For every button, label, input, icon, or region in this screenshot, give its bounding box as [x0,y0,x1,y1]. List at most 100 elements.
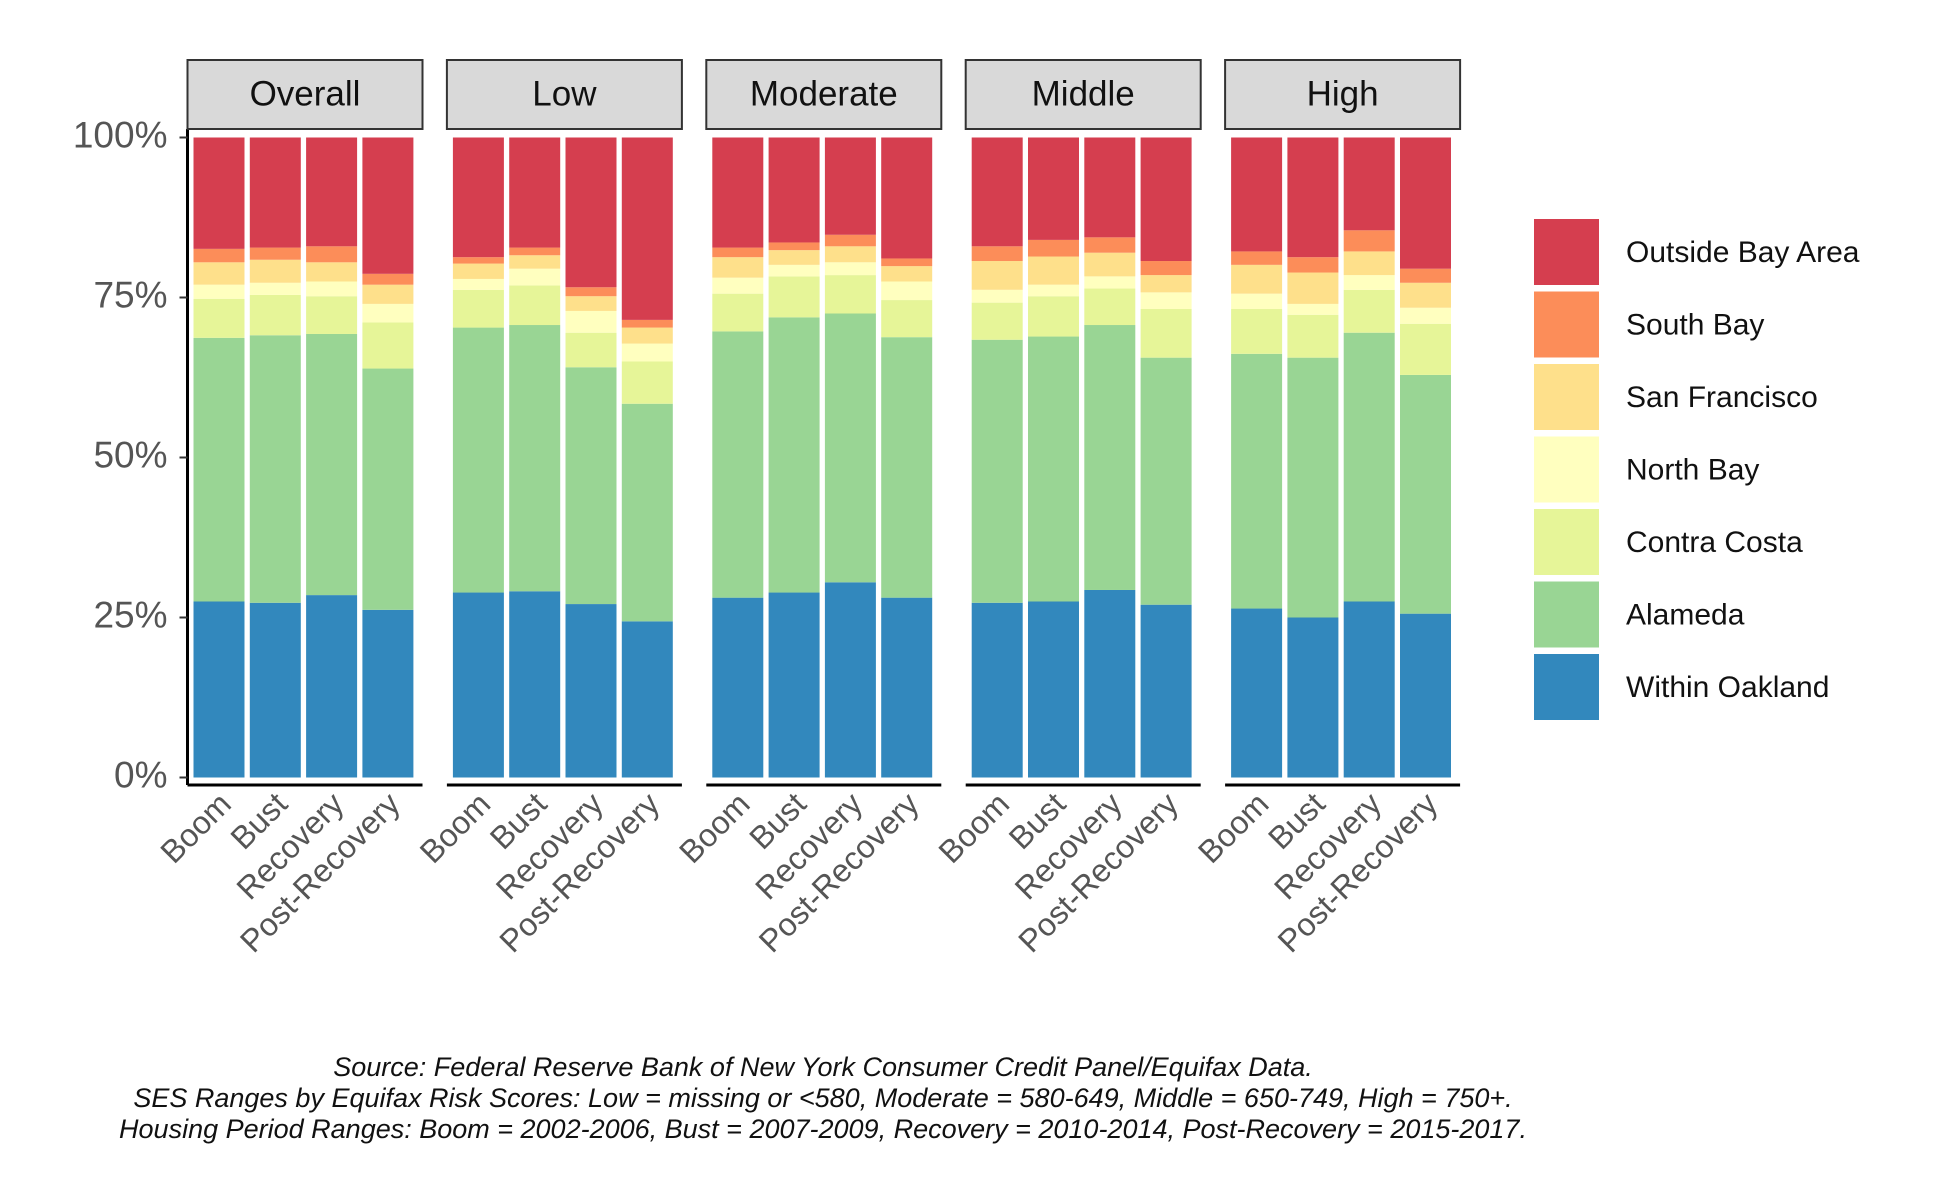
bar-segment [362,322,414,369]
bar-segment [509,285,561,326]
bar-segment [565,332,617,368]
bar-segment [1140,292,1192,310]
bar-segment [971,302,1023,340]
bar-segment [249,335,301,603]
legend-swatch [1534,436,1599,503]
legend-label: Outside Bay Area [1626,236,1860,269]
bar-segment [452,592,504,778]
bar-segment [565,604,617,778]
bar-segment [824,246,876,263]
bar-segment [1140,357,1192,605]
legend-swatch [1534,509,1599,575]
bar-segment [452,257,504,264]
bar-segment [768,264,820,277]
legend-swatch [1534,364,1599,430]
bar-segment [306,246,358,263]
legend-label: North Bay [1626,453,1759,486]
facet-title: Low [532,74,597,113]
bar-segment [1231,137,1283,252]
bar-segment [1028,336,1079,602]
bar-segment [1140,137,1192,262]
bar-segment [824,262,876,276]
note: SES Ranges by Equifax Risk Scores: Low =… [133,1083,1512,1113]
bar-segment [881,300,933,338]
bar-segment [1028,284,1079,297]
bar-segment [712,277,764,294]
bar-segment [621,327,673,344]
bar-segment [1084,137,1136,238]
facet-title: Middle [1032,74,1135,113]
y-tick-label: 50% [93,434,167,475]
legend-swatch [1534,581,1599,648]
legend-swatch [1534,654,1599,720]
bar-segment [1231,608,1283,778]
bar-segment [1400,268,1451,283]
bar-segment [452,278,504,290]
bar-segment [193,298,245,338]
legend-label: South Bay [1626,308,1764,341]
bar-segment [621,343,673,362]
bar-segment [1231,353,1283,609]
bar-segment [1400,282,1451,308]
bar-segment [509,325,561,592]
y-tick-label: 0% [114,754,167,795]
bar-segment [306,595,358,778]
bar-segment [971,137,1023,247]
bar-segment [881,281,933,301]
bar-segment [193,262,245,285]
bar-segment [193,601,245,778]
legend-label: San Francisco [1626,381,1818,414]
bar-segment [452,327,504,593]
bar-segment [306,281,358,297]
bar-segment [1140,309,1192,358]
bar-segment [1028,239,1079,257]
bar-segment [824,582,876,778]
y-tick-label: 75% [93,274,167,315]
bar-segment [1231,251,1283,265]
bar-segment [768,592,820,778]
bar-segment [306,296,358,334]
bar-segment [881,137,933,259]
bar-segment [712,597,764,778]
bar-segment [565,296,617,311]
bar-segment [1343,137,1395,231]
note: Housing Period Ranges: Boom = 2002-2006,… [119,1114,1527,1144]
bar-segment [249,282,301,295]
y-tick-label: 100% [73,114,168,155]
note: Source: Federal Reserve Bank of New York… [333,1052,1312,1082]
bar-segment [249,259,301,283]
bar-segment [971,261,1023,290]
bar-segment [1231,309,1283,354]
bar-segment [362,273,414,285]
bar-segment [452,289,504,328]
bar-segment [509,591,561,778]
bar-segment [452,137,504,258]
bar-segment [1084,325,1136,590]
bar-segment [621,621,673,778]
bar-segment [565,310,617,333]
legend-swatch [1534,219,1599,285]
bar-segment [1231,293,1283,310]
bar-segment [249,294,301,336]
bar-segment [249,247,301,260]
bar-segment [824,137,876,235]
bar-segment [509,137,561,248]
bar-segment [971,289,1023,303]
bar-segment [1140,275,1192,293]
bar-segment [1287,314,1339,358]
bar-segment [1084,288,1136,326]
facet-title: Moderate [750,74,898,113]
bar-segment [1028,137,1079,240]
bar-segment [1343,230,1395,252]
bar-segment [1343,601,1395,778]
bar-segment [1287,257,1339,273]
bar-segment [565,137,617,288]
facet-title: High [1307,74,1379,113]
bar-segment [712,257,764,278]
bar-segment [1400,323,1451,375]
bar-segment [1084,237,1136,253]
bar-segment [824,234,876,247]
bar-segment [621,137,673,320]
bar-segment [768,137,820,243]
